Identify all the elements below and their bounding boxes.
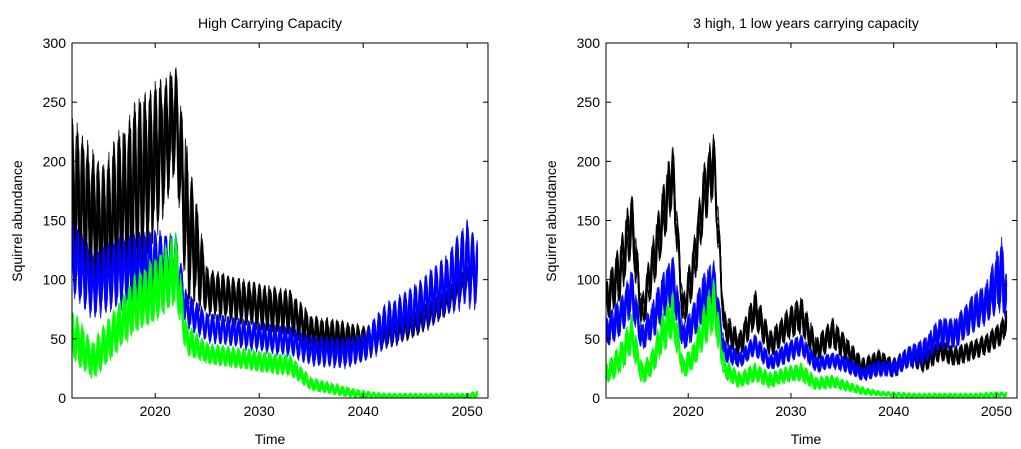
x-tick-label: 2050 — [981, 403, 1012, 419]
series-line — [71, 82, 479, 355]
x-tick-label: 2050 — [452, 403, 483, 419]
x-tick-label: 2040 — [878, 403, 909, 419]
x-tick-label: 2020 — [140, 403, 171, 419]
y-tick-label: 250 — [577, 94, 601, 110]
y-axis-label: Squirrel abundance — [9, 160, 25, 282]
series-line — [605, 282, 1008, 399]
series-2 — [71, 232, 479, 400]
x-tick-label: 2020 — [673, 403, 704, 419]
series-line — [605, 297, 1008, 399]
y-tick-label: 150 — [43, 213, 67, 229]
chart-title: 3 high, 1 low years carrying capacity — [693, 15, 919, 31]
y-tick-label: 300 — [43, 35, 67, 51]
chart-left: High Carrying Capacity Time Squirrel abu… — [9, 15, 489, 447]
chart-right: 3 high, 1 low years carrying capacity Ti… — [543, 15, 1018, 447]
plot-area — [71, 67, 479, 400]
y-axis-label: Squirrel abundance — [543, 160, 559, 282]
series-line — [71, 84, 479, 355]
series-line — [605, 250, 1008, 379]
series-1 — [71, 216, 479, 370]
y-tick-label: 100 — [577, 272, 601, 288]
y-tick-label: 250 — [43, 94, 67, 110]
y-tick-label: 100 — [43, 272, 67, 288]
plot-area — [605, 133, 1008, 399]
axes-box — [71, 42, 489, 399]
y-tick-label: 200 — [43, 153, 67, 169]
series-line — [605, 159, 1008, 379]
y-tick-label: 50 — [50, 331, 66, 347]
y-tick-label: 50 — [584, 331, 600, 347]
x-tick-label: 2030 — [775, 403, 806, 419]
y-tick-label: 300 — [577, 35, 601, 51]
series-line — [605, 236, 1008, 379]
series-line — [605, 285, 1008, 399]
series-line — [605, 141, 1007, 377]
x-tick-label: 2030 — [244, 403, 275, 419]
series-2 — [605, 278, 1008, 399]
chart-title: High Carrying Capacity — [198, 15, 342, 31]
series-1 — [605, 236, 1008, 382]
series-line — [71, 241, 479, 399]
y-tick-label: 200 — [577, 153, 601, 169]
y-tick-label: 0 — [58, 390, 66, 406]
x-axis-label: Time — [255, 431, 286, 447]
x-tick-label: 2040 — [348, 403, 379, 419]
series-line — [71, 221, 479, 364]
y-tick-label: 150 — [577, 213, 601, 229]
x-axis-label: Time — [791, 431, 822, 447]
series-line — [605, 254, 1008, 380]
y-tick-label: 0 — [592, 390, 600, 406]
series-0 — [605, 133, 1008, 379]
